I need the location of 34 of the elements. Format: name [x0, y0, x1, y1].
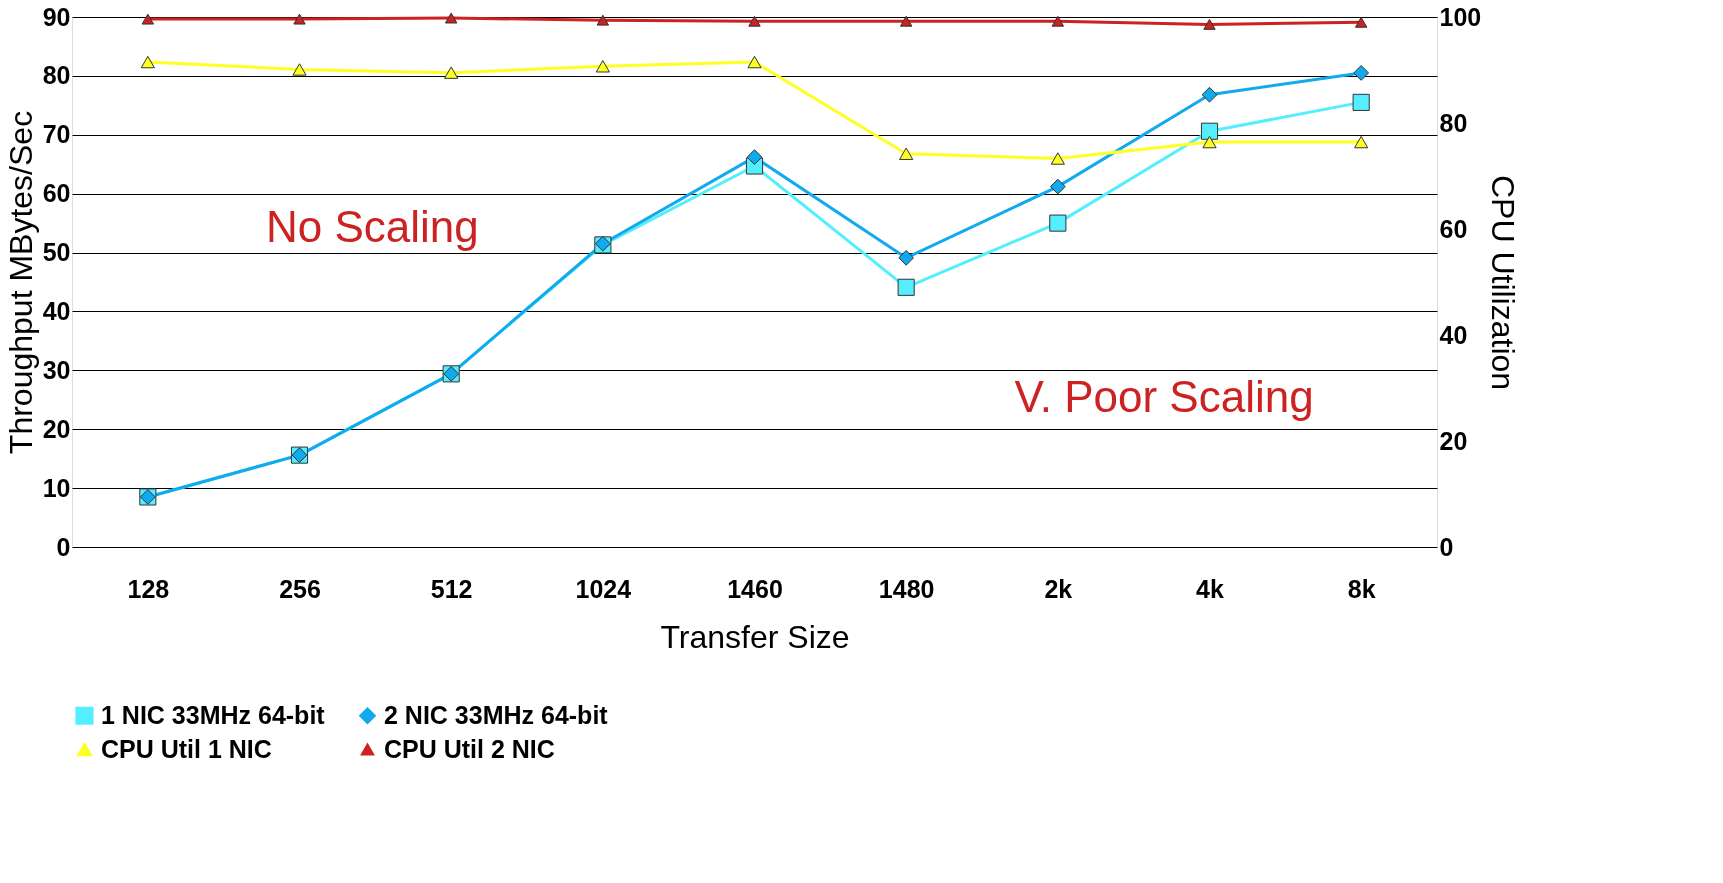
annotation: V. Poor Scaling: [1014, 371, 1314, 421]
y-tick-label: 90: [42, 2, 71, 31]
y2-tick-label: 80: [1439, 108, 1468, 137]
legend-label: 1 NIC 33MHz 64-bit: [101, 700, 326, 729]
x-tick-label: 4k: [1196, 574, 1224, 603]
x-axis-title: Transfer Size: [660, 618, 850, 655]
y2-tick-label: 100: [1439, 2, 1482, 31]
x-tick-label: 1480: [878, 574, 935, 603]
y-axis-title: Throughput MBytes/Sec: [2, 110, 39, 455]
x-tick-label: 512: [430, 574, 473, 603]
x-tick-label: 1460: [727, 574, 783, 603]
y-tick-label: 60: [42, 179, 71, 208]
x-tick-label: 8k: [1347, 574, 1376, 603]
legend-label: 2 NIC 33MHz 64-bit: [384, 700, 609, 729]
y-tick-label: 0: [56, 532, 71, 561]
y2-tick-label: 60: [1439, 214, 1468, 243]
legend-label: CPU Util 1 NIC: [101, 734, 272, 763]
y-tick-label: 70: [42, 120, 71, 149]
x-tick-label: 2k: [1044, 574, 1073, 603]
y-tick-label: 30: [42, 355, 71, 384]
y-tick-label: 80: [42, 61, 71, 90]
y2-tick-label: 40: [1439, 320, 1468, 349]
y-tick-label: 10: [42, 473, 71, 502]
y2-tick-label: 20: [1439, 426, 1468, 455]
y2-axis-title: CPU Utilization: [1485, 174, 1522, 391]
annotation: No Scaling: [265, 202, 479, 251]
y-tick-label: 20: [42, 414, 71, 443]
x-tick-label: 128: [127, 574, 170, 603]
x-tick-label: 1024: [575, 574, 632, 603]
y-tick-label: 40: [42, 296, 71, 325]
y-tick-label: 50: [42, 238, 71, 267]
legend-label: CPU Util 2 NIC: [384, 734, 555, 763]
x-tick-label: 256: [279, 574, 321, 603]
y2-tick-label: 0: [1439, 532, 1454, 561]
